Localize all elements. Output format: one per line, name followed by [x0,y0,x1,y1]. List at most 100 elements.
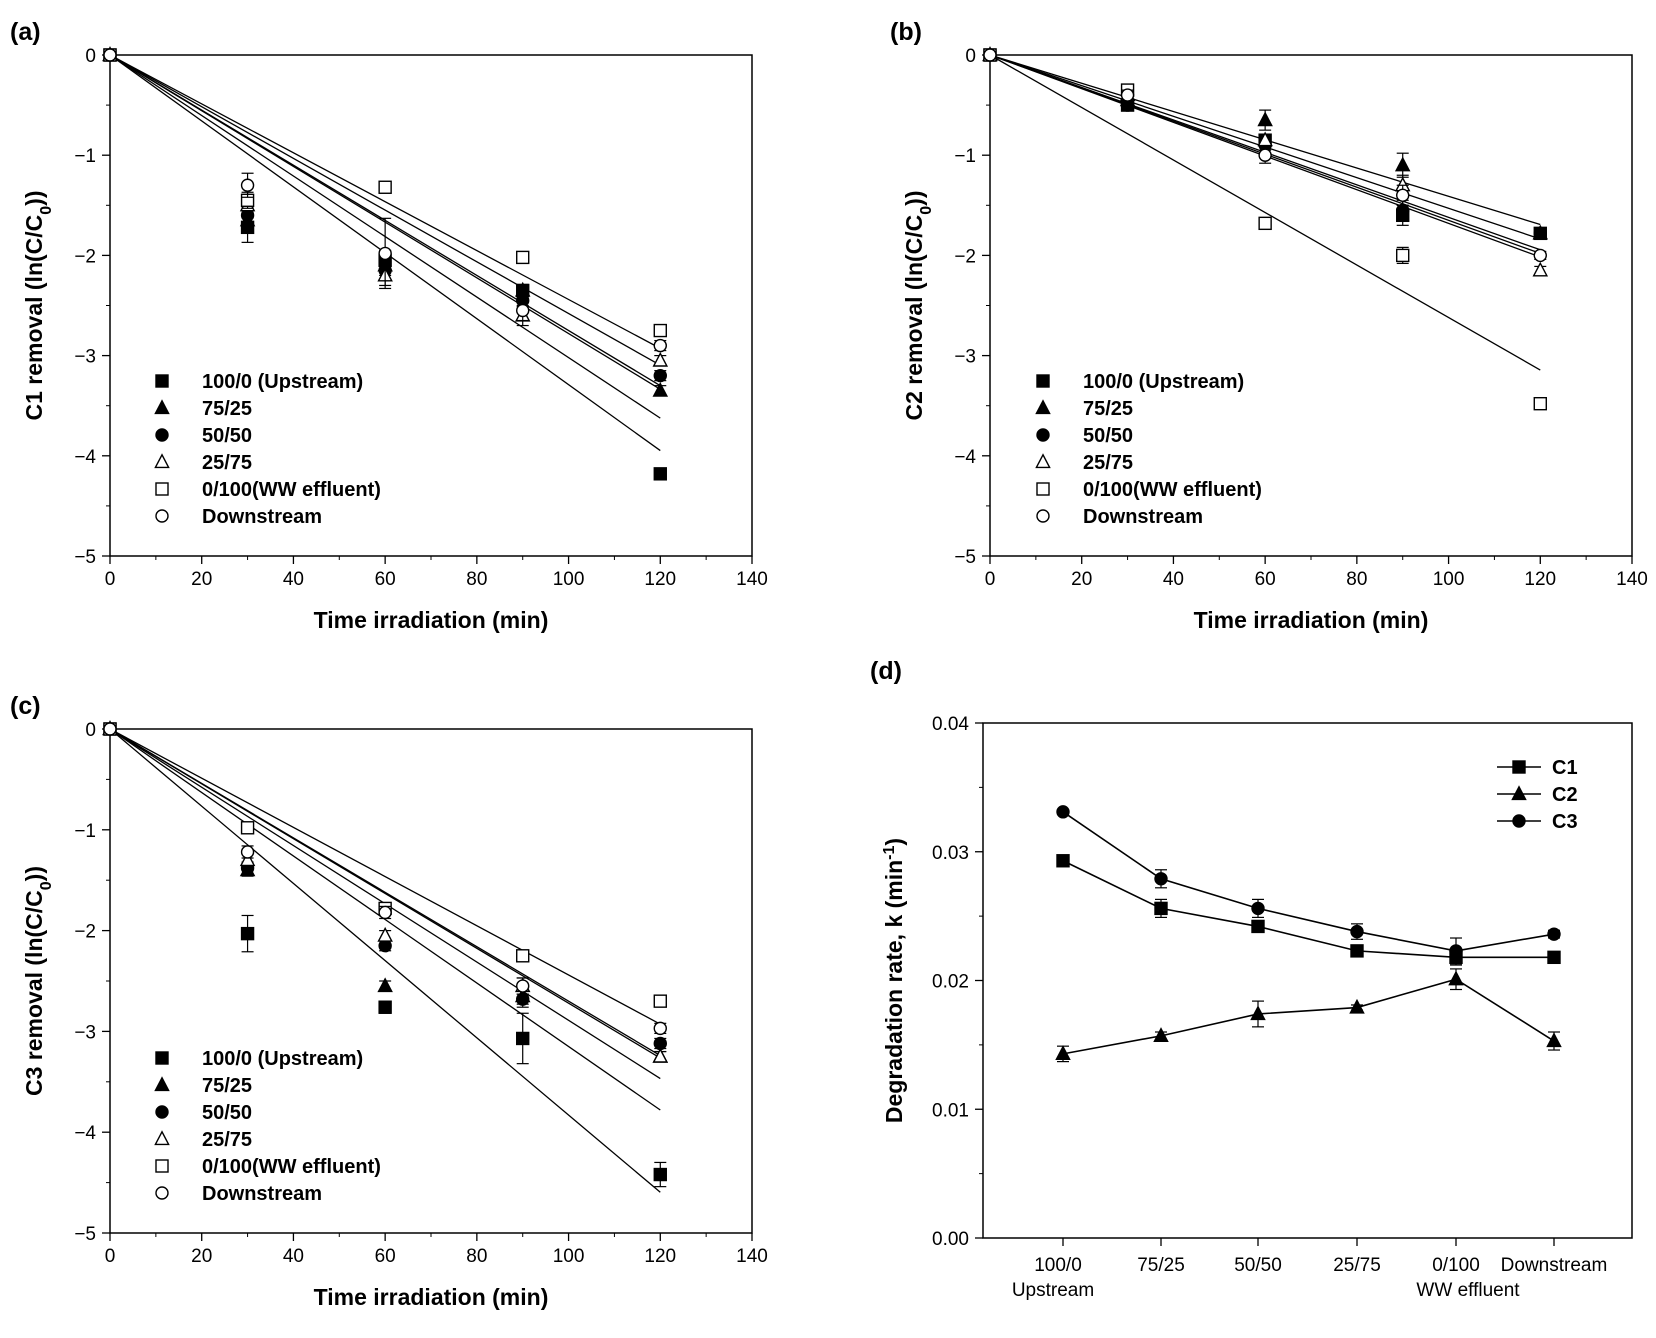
data-point [1120,88,1135,102]
legend-label: 75/25 [202,398,252,420]
legend-marker [154,1130,170,1146]
data-point [652,351,669,367]
fit-line [109,728,661,1111]
x-axis-title: Time irradiation (min) [314,1284,549,1310]
legend-label: 50/50 [202,425,252,447]
data-point [1056,854,1070,868]
data-point [1394,156,1411,172]
x-tick-label: Downstream [1501,1255,1608,1276]
legend-marker [155,1105,169,1119]
plot-frame [982,722,1633,1239]
x-tick-label: 20 [191,1246,212,1267]
y-tick-label: 0 [965,46,976,67]
data-point [1154,872,1168,886]
data-point [240,845,255,859]
y-axis-title-end: )) [21,866,47,881]
legend-label: 75/25 [1083,398,1133,420]
x-tick-label: 60 [375,1246,396,1267]
data-point [1396,188,1410,202]
x-tick-label: 80 [466,569,487,590]
y-axis-title-subscript: 0 [38,881,55,890]
x-tick-label: 20 [191,569,212,590]
y-axis-title-main: C1 removal (ln(C/C [21,215,47,421]
x-tick-label: 120 [1524,569,1556,590]
data-point [653,1167,667,1182]
legend-marker [155,428,169,442]
data-point [516,250,530,265]
legend-marker [154,399,170,415]
y-tick-label: −1 [74,821,96,842]
x-tick-label: 120 [644,1246,676,1267]
y-axis-title-end: )) [21,191,47,206]
data-point [1251,901,1265,916]
legend-label: 0/100(WW effluent) [202,479,381,501]
data-point [1396,203,1410,218]
data-point [1547,927,1561,941]
y-tick-label: −3 [74,1022,96,1043]
x-tick-label: 0/100 [1432,1255,1480,1276]
legend-label: 0/100(WW effluent) [1083,479,1262,501]
data-point [1257,111,1273,127]
y-tick-label: 0.03 [932,843,969,864]
legend-label: Downstream [202,1183,322,1205]
x-axis-title: Time irradiation (min) [1194,607,1429,633]
y-axis-title-end: )) [901,191,927,206]
data-point [1257,131,1273,147]
data-point [1154,901,1168,916]
legend-label: C2 [1552,784,1578,806]
data-point [653,368,667,383]
x-tick-label: 0 [105,569,116,590]
data-point [652,1047,669,1063]
x-tick-label: 40 [283,1246,304,1267]
y-tick-label: −1 [954,146,976,167]
legend-label: 25/75 [1083,452,1133,474]
legend-label: C3 [1552,811,1578,833]
legend-marker [1036,428,1050,442]
data-point [1258,148,1272,162]
x-tick-sublabel: Upstream [1012,1280,1094,1301]
data-point [653,467,667,481]
data-point [377,977,393,993]
data-point [1449,944,1463,958]
legend-label: 25/75 [202,452,252,474]
x-tick-label: 25/75 [1333,1255,1381,1276]
fit-line [109,54,661,349]
x-tick-label: 75/25 [1137,1255,1185,1276]
data-point [653,338,667,353]
data-point [653,1036,667,1051]
fit-line [989,54,1541,371]
series-line [1062,811,1555,952]
y-axis-title: C1 removal (ln(C/C0)) [21,191,55,421]
data-point [1055,1045,1071,1060]
x-tick-label: 60 [375,569,396,590]
data-point [1251,919,1265,934]
panel-b: 0 20 40 60 80 100 120 140 0 −1 −2 −3 −4 −5 Time irradi… [890,18,1648,633]
data-point [1250,1005,1266,1021]
data-point [378,1000,392,1014]
x-tick-label: 20 [1071,569,1092,590]
data-point [103,722,117,736]
panel-label: (a) [10,18,41,46]
data-point [1532,261,1549,277]
panel-label: (d) [870,657,902,685]
x-tick-label: 120 [644,569,676,590]
data-point [378,905,392,920]
data-point [239,851,256,867]
data-point [240,926,255,941]
fit-line [109,728,661,1057]
fit-line [109,728,661,1025]
legend-marker [154,453,170,469]
legend-marker [155,509,169,523]
y-tick-label: −5 [74,547,96,568]
y-tick-label: −2 [74,922,96,943]
y-tick-label: 0.01 [932,1100,969,1121]
legend-label: 100/0 (Upstream) [1083,371,1244,393]
x-tick-label: 100 [553,1246,585,1267]
data-point [1396,248,1410,263]
y-tick-label: 0 [85,46,96,67]
panel-d: 0.00 0.01 0.02 0.03 0.04 100/0 Upstream 75/25 50… [870,657,1633,1301]
x-tick-label: 40 [1163,569,1184,590]
data-point [378,246,392,261]
data-point [378,180,392,194]
